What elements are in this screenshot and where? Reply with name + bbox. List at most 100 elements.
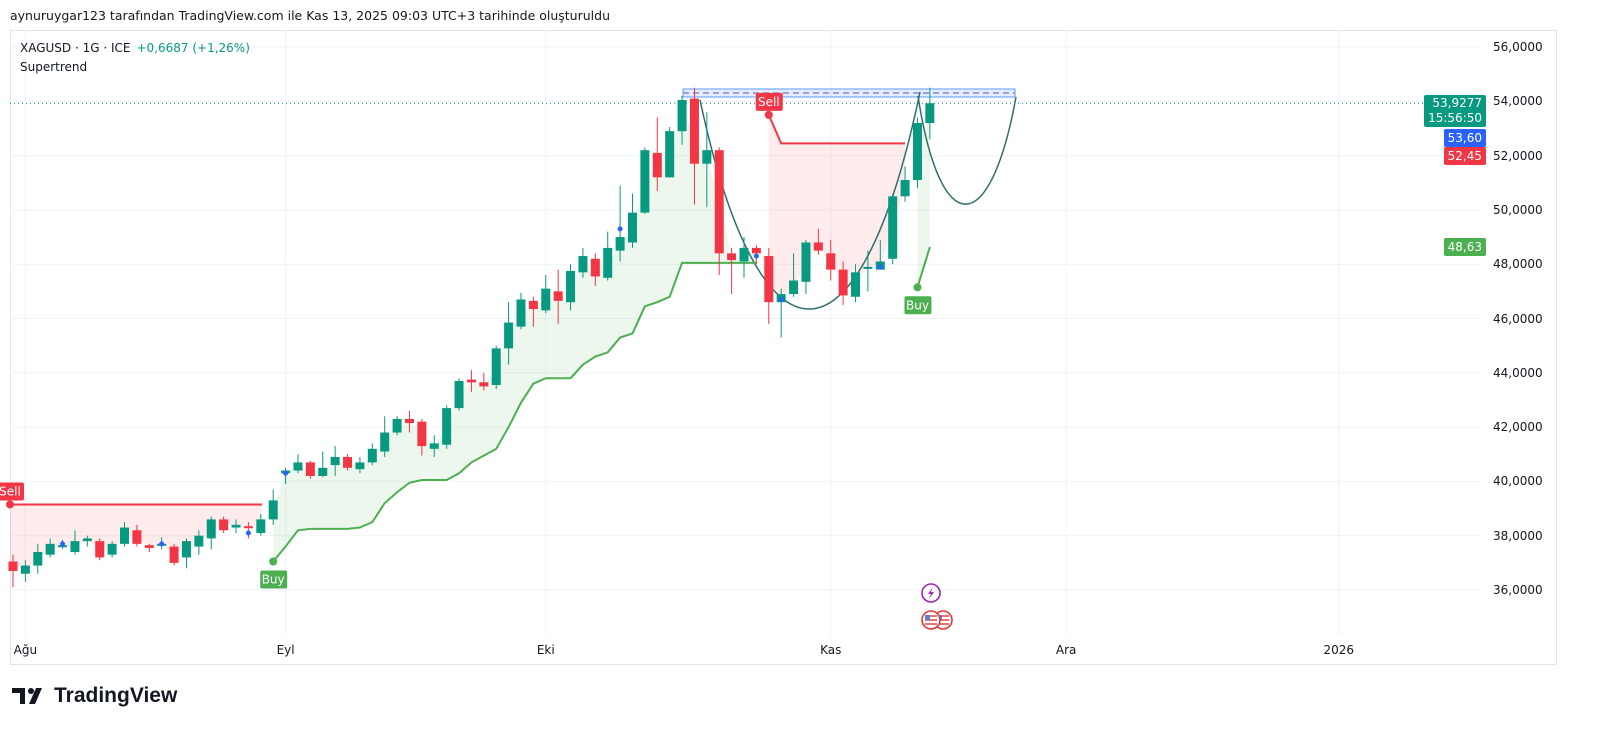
candle [318,451,328,478]
chart-legend[interactable]: XAGUSD · 1G · ICE +0,6687 (+1,26%) Supert… [20,39,250,77]
candle-body [888,196,898,259]
candle [516,292,526,330]
candle-body [813,242,823,251]
signals: Sell Buy Sell Buy [0,92,932,589]
candle-body [900,180,910,197]
sell-signal[interactable]: Sell [755,92,783,119]
signal-label-box [755,92,783,111]
tradingview-logo-icon [12,688,42,704]
candle [764,247,774,324]
candle [206,516,216,550]
candle [429,435,439,457]
candle [20,560,30,582]
candle-body [851,272,861,297]
candle-body [615,237,625,251]
candle [219,516,229,533]
candle-body [826,253,836,270]
candle-body [144,545,154,548]
candle-body [491,348,501,386]
candle [293,454,303,474]
candle [566,264,576,311]
dot-marker [60,541,66,547]
tradingview-logo-text: TradingView [54,684,178,707]
candle [590,253,600,286]
candle-body [132,530,142,544]
candle [45,538,55,558]
candle-body [603,247,613,278]
dot-marker [159,541,165,547]
candle [578,247,588,278]
candle-body [343,456,353,468]
candle-body [367,448,377,463]
symbol-label: XAGUSD · 1G · ICE [20,41,131,55]
candle-body [355,462,365,470]
candle-body [479,382,489,387]
signal-dot [6,500,14,509]
time-tick: Ara [1055,643,1077,657]
candle [863,250,873,292]
candle [367,443,377,466]
candle-body [789,280,799,295]
sell-signal[interactable]: Sell [0,482,24,509]
candle [454,378,464,411]
supertrend-lines [10,114,931,563]
price-tick: 52,0000 [1493,148,1543,163]
price-tick: 44,0000 [1493,365,1543,380]
candle-body [219,519,229,531]
candle-body [541,288,551,311]
lightning-event-icon[interactable] [921,583,941,603]
supertrend-down-badge: 52,45 [1443,147,1486,165]
candle-body [677,99,687,132]
candle [652,117,662,191]
candle-body [33,551,43,566]
price-tick: 38,0000 [1493,528,1543,543]
candle-body [553,291,563,301]
candle [8,554,18,588]
candle-body [454,380,464,409]
signal-dot [269,557,278,566]
change-label: +0,6687 (+1,26%) [136,41,250,55]
candle [82,535,92,547]
signal-label: Sell [758,95,780,109]
buy-signal[interactable]: Buy [904,283,932,315]
chart-frame [10,30,1557,665]
candle-body [727,253,737,261]
candle [392,416,402,436]
candle-body [45,543,55,555]
candle-body [689,98,699,164]
candle [615,185,625,262]
candle-body [206,519,216,539]
candle-body [169,546,179,563]
candle-body [912,123,922,181]
candle [355,456,365,474]
candle [466,370,476,392]
candle [479,372,489,391]
indicator-label[interactable]: Supertrend [20,60,88,74]
us-flag-event-icon[interactable] [921,610,953,630]
buy-signal[interactable]: Buy [260,557,288,589]
candle-body [404,418,414,424]
candle [305,461,315,479]
drawings [682,88,1017,310]
tradingview-logo[interactable]: TradingView [12,684,177,708]
candle [603,231,613,281]
supertrend-up-badge: 48,63 [1443,238,1486,256]
candle [925,87,935,140]
second-arc-drawing[interactable] [917,95,1017,205]
candle [801,239,811,295]
chart-caption: aynuruygar123 tarafından TradingView.com… [10,8,610,23]
candle [838,261,848,305]
candle-body [751,247,761,254]
candle [727,247,737,295]
candle-body [590,258,600,277]
dot-marker [753,253,759,259]
candle [677,95,687,145]
candle [231,519,241,533]
signal-dot [764,110,773,119]
last-price-badge: 53,9277 15:56:50 [1424,95,1486,127]
candle-body [20,565,30,574]
last-price-value: 53,9277 [1432,96,1482,110]
signal-label-box [904,296,932,315]
candle [120,522,130,547]
